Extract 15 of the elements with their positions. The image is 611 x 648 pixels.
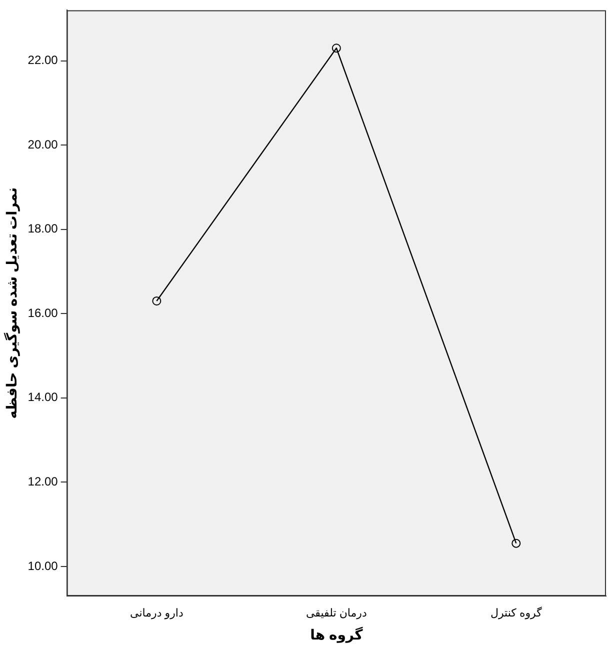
y-tick-label: 10.00 bbox=[28, 558, 58, 573]
x-tick-label: دارو درمانی bbox=[130, 608, 184, 620]
point bbox=[152, 296, 162, 306]
y-tick-label: 22.00 bbox=[28, 53, 58, 68]
point bbox=[332, 44, 341, 53]
y-tick-label: 18.00 bbox=[28, 222, 58, 236]
x-tick-label: گروه کنترل bbox=[490, 606, 543, 620]
y-tick-label: 16.00 bbox=[28, 306, 58, 320]
y-tick-label: 20.00 bbox=[28, 137, 58, 152]
x-axis-title: گروه ها bbox=[310, 626, 364, 644]
x-tick-label: درمان تلفیقی bbox=[306, 608, 367, 620]
y-tick-label: 12.00 bbox=[28, 474, 58, 489]
y-tick-label: 14.00 bbox=[28, 390, 58, 404]
y-axis-title: نمرات تعدیل شده سوگیری حافظه bbox=[3, 187, 20, 419]
point bbox=[512, 538, 521, 548]
